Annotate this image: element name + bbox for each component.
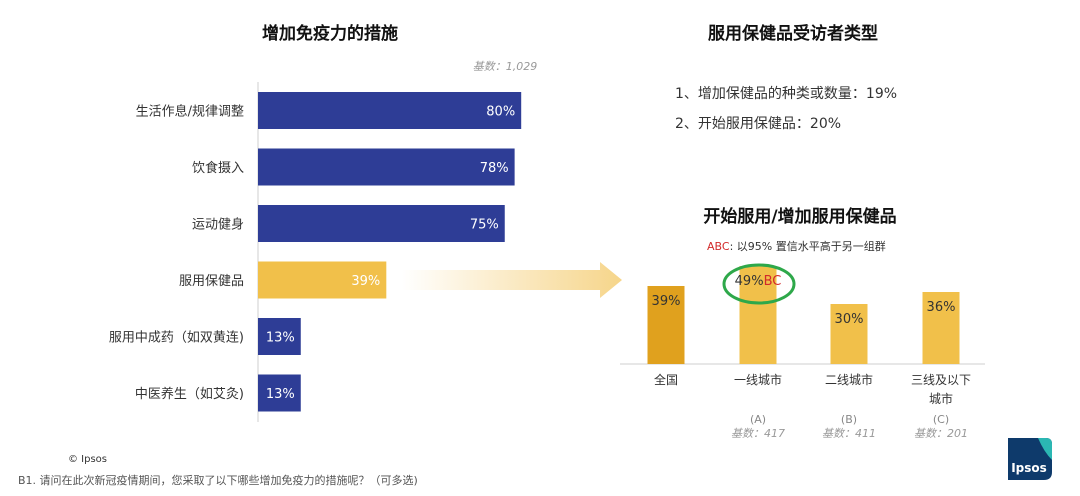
left-value-label-3: 39% (351, 274, 380, 289)
group-code-3: (C) (933, 413, 949, 426)
footnote: B1. 请问在此次新冠疫情期间，您采取了以下哪些增加免疫力的措施呢？（可多选) (18, 473, 418, 487)
right-value-label-1: 49%BC (735, 274, 782, 289)
right-item-1: 1、增加保健品的种类或数量：19% (675, 86, 897, 102)
right-value-3: 36% (927, 300, 956, 315)
significance-mark-1: BC (764, 274, 782, 289)
right-bar-group: 39% 全国 49%BC 一线城市 (A)基数：417 30% 二线城市 (B)基数：411 3… (647, 266, 971, 440)
right-value-1: 49% (735, 274, 764, 289)
right-value-label-3: 36% (927, 300, 956, 315)
right-category-label-3-0: 三线及以下 (911, 373, 971, 387)
flow-arrow (402, 262, 622, 298)
right-value-label-2: 30% (835, 312, 864, 327)
group-base-3: 基数：201 (914, 427, 968, 440)
ipsos-logo: Ipsos (1008, 438, 1052, 480)
right-bar-2 (830, 304, 868, 364)
left-category-label-1: 饮食摄入 (192, 160, 244, 176)
group-code-2: (B) (841, 413, 857, 426)
left-bar-2 (258, 205, 505, 242)
group-base-2: 基数：411 (822, 427, 876, 440)
abc-note-text: : 以95% 置信水平高于另一组群 (730, 239, 886, 253)
group-code-1: (A) (750, 413, 766, 426)
left-category-label-0: 生活作息/规律调整 (136, 104, 244, 120)
left-category-label-5: 中医养生（如艾灸) (135, 386, 244, 402)
left-chart-title: 增加免疫力的措施 (262, 23, 398, 44)
right-category-label-2-0: 二线城市 (825, 372, 873, 387)
right-title: 服用保健品受访者类型 (708, 23, 878, 44)
sub-chart-title: 开始服用/增加服用保健品 (703, 206, 896, 227)
left-value-label-1: 78% (480, 161, 509, 176)
right-category-label-1-0: 一线城市 (734, 372, 782, 387)
right-value-2: 30% (835, 312, 864, 327)
left-bar-3 (258, 261, 387, 299)
abc-prefix: ABC (707, 240, 730, 253)
left-category-label-4: 服用中成药（如双黄连) (109, 330, 244, 346)
left-bar-0 (258, 92, 522, 129)
left-bar-group: 80% 生活作息/规律调整 78% 饮食摄入 75% 运动健身 39% 服用保健品 13% 服用中… (109, 92, 522, 412)
left-bar-4 (258, 318, 301, 355)
abc-note: ABC: 以95% 置信水平高于另一组群 (707, 239, 886, 253)
left-category-label-3: 服用保健品 (179, 274, 244, 289)
group-base-1: 基数：417 (731, 427, 785, 440)
right-bar-1 (739, 266, 777, 364)
right-category-label-0-0: 全国 (654, 372, 678, 387)
highlight-circle (722, 263, 796, 305)
left-bar-1 (258, 148, 515, 186)
left-value-label-0: 80% (486, 105, 515, 120)
left-category-label-2: 运动健身 (192, 217, 244, 233)
left-value-label-5: 13% (266, 387, 295, 402)
logo-text: Ipsos (1011, 461, 1047, 475)
left-value-label-4: 13% (266, 331, 295, 346)
copyright: © Ipsos (68, 454, 107, 465)
right-bar-3 (922, 292, 960, 364)
right-item-2: 2、开始服用保健品：20% (675, 116, 841, 132)
right-category-label-3-1: 城市 (929, 391, 953, 406)
right-value-label-0: 39% (652, 294, 681, 309)
left-bar-5 (258, 374, 301, 412)
right-bar-0 (647, 286, 685, 364)
left-base-note: 基数：1,029 (473, 60, 538, 73)
right-value-0: 39% (652, 294, 681, 309)
left-value-label-2: 75% (470, 218, 499, 233)
